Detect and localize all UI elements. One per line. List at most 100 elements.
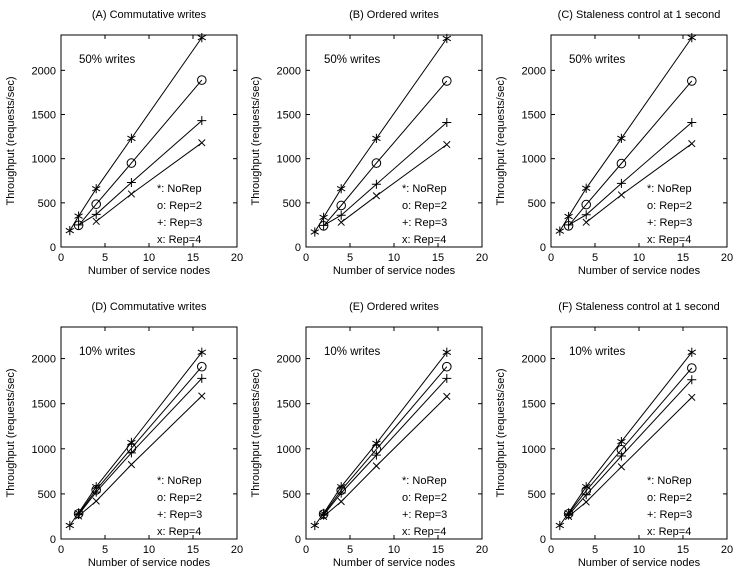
y-tick-label: 500 xyxy=(283,198,301,210)
marker-cross xyxy=(617,462,626,470)
legend-entry: *: NoRep xyxy=(402,183,447,195)
y-tick-label: 500 xyxy=(38,198,56,210)
y-axis-label: Throughput (requests/sec) xyxy=(5,76,17,205)
x-tick-label: 0 xyxy=(303,544,309,556)
x-axis-label: Number of service nodes xyxy=(333,265,456,277)
marker-star xyxy=(372,438,381,448)
chart-title: (E) Ordered writes xyxy=(349,301,439,313)
y-tick-label: 500 xyxy=(283,488,301,500)
series-Rep=4 xyxy=(337,140,451,226)
series-line-Rep=3 xyxy=(78,377,203,515)
x-tick-label: 10 xyxy=(633,544,645,556)
chart-D: (D) Commutative writes Throughput (reques… xyxy=(5,301,243,569)
marker-circle xyxy=(442,361,452,371)
x-axis: 0 5 10 15 20 xyxy=(548,326,733,556)
legend-entry: +: Rep=3 xyxy=(402,217,447,229)
marker-star xyxy=(197,33,207,43)
y-axis-label: Throughput (requests/sec) xyxy=(250,76,262,205)
x-tick-label: 5 xyxy=(347,252,353,264)
x-tick-label: 15 xyxy=(432,252,444,264)
series-Rep=3 xyxy=(564,374,697,520)
marker-cross xyxy=(198,391,206,400)
writes-annotation: 10% writes xyxy=(79,346,135,358)
legend-entry: x: Rep=4 xyxy=(157,234,201,246)
legend-entry: o: Rep=2 xyxy=(647,200,692,212)
x-tick-label: 5 xyxy=(102,252,108,264)
legend: *: NoRep o: Rep=2 +: Rep=3 x: Rep=4 xyxy=(647,183,692,246)
x-tick-label: 5 xyxy=(347,544,353,556)
x-axis: 0 5 10 15 20 xyxy=(303,326,488,556)
marker-cross xyxy=(198,139,206,147)
legend: *: NoRep o: Rep=2 +: Rep=3 x: Rep=4 xyxy=(647,475,692,538)
marker-cross xyxy=(582,497,590,506)
marker-cross xyxy=(127,190,136,198)
marker-plus xyxy=(442,117,452,127)
marker-star xyxy=(65,520,75,530)
series-line-Rep=4 xyxy=(78,395,203,516)
y-tick-label: 1500 xyxy=(277,110,301,122)
legend-entry: +: Rep=3 xyxy=(647,217,692,229)
marker-cross xyxy=(688,393,696,401)
series-Rep=3 xyxy=(74,373,207,519)
y-tick-label: 2000 xyxy=(277,353,301,365)
x-axis: 0 5 10 15 20 xyxy=(303,35,488,264)
marker-cross xyxy=(337,497,345,505)
y-tick-label: 500 xyxy=(38,488,56,500)
marker-circle xyxy=(197,361,207,371)
chart-title: (D) Commutative writes xyxy=(92,301,207,313)
subplot-a-commutative-50: (A) Commutative writes Throughput (reques… xyxy=(0,0,245,291)
marker-plus xyxy=(74,509,84,519)
x-tick-label: 0 xyxy=(303,252,309,264)
marker-plus xyxy=(371,179,381,189)
marker-circle xyxy=(336,200,346,211)
marker-star xyxy=(442,347,452,357)
marker-star xyxy=(442,33,452,44)
marker-plus xyxy=(564,510,574,520)
y-tick-label: 1000 xyxy=(522,154,546,166)
series-line-Rep=3 xyxy=(568,378,693,515)
chart-title: (B) Ordered writes xyxy=(349,9,439,21)
y-tick-label: 1000 xyxy=(522,443,546,455)
y-tick-label: 1000 xyxy=(32,443,56,455)
x-tick-label: 10 xyxy=(388,252,400,264)
marker-star xyxy=(617,133,626,143)
y-tick-label: 0 xyxy=(295,242,301,254)
legend-entry: o: Rep=2 xyxy=(402,200,447,212)
x-axis: 0 5 10 15 20 xyxy=(58,35,243,264)
marker-circle xyxy=(687,76,697,86)
x-tick-label: 0 xyxy=(58,544,64,556)
marker-plus xyxy=(564,220,574,230)
marker-circle xyxy=(442,76,452,86)
marker-plus xyxy=(371,450,381,460)
marker-star xyxy=(74,211,83,221)
y-axis-label: Throughput (requests/sec) xyxy=(495,368,507,497)
marker-star xyxy=(127,133,136,143)
series-NoRep xyxy=(555,33,697,236)
chart-A: (A) Commutative writes Throughput (reques… xyxy=(5,9,243,277)
series-line-Rep=3 xyxy=(78,120,203,226)
y-axis: 0 500 1000 1500 2000 xyxy=(277,65,482,254)
series-Rep=4 xyxy=(92,139,206,226)
marker-star xyxy=(581,183,591,193)
y-axis: 0 500 1000 1500 2000 xyxy=(277,353,482,546)
subplot-d-commutative-10: (D) Commutative writes Throughput (reques… xyxy=(0,292,245,583)
y-tick-label: 1000 xyxy=(277,443,301,455)
series-line-Rep=2 xyxy=(323,365,448,514)
x-axis: 0 5 10 15 20 xyxy=(58,326,243,556)
writes-annotation: 10% writes xyxy=(569,346,625,358)
x-tick-label: 15 xyxy=(187,252,199,264)
writes-annotation: 50% writes xyxy=(569,54,625,66)
x-axis-label: Number of service nodes xyxy=(578,265,701,277)
series-Rep=2 xyxy=(563,76,697,231)
subplot-f-staleness-10: (F) Staleness control at 1 second Through… xyxy=(490,292,735,583)
marker-plus xyxy=(91,487,101,497)
marker-star xyxy=(310,520,320,530)
marker-star xyxy=(372,133,381,143)
x-tick-label: 20 xyxy=(476,544,488,556)
x-tick-label: 5 xyxy=(592,252,598,264)
marker-star xyxy=(310,227,320,237)
y-tick-label: 1000 xyxy=(32,154,56,166)
y-tick-label: 500 xyxy=(528,488,546,500)
marker-plus xyxy=(74,220,84,230)
